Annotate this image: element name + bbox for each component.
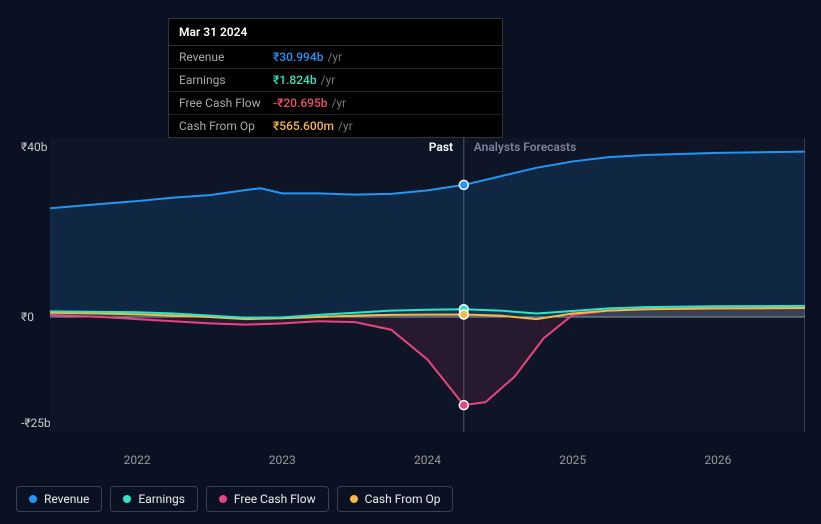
legend-item[interactable]: Cash From Op <box>337 486 454 512</box>
x-axis-label: 2023 <box>269 453 296 467</box>
forecast-label: Analysts Forecasts <box>474 140 576 154</box>
tooltip-row: Revenue₹30.994b/yr <box>169 46 502 69</box>
chart-area: ₹40b₹0-₹25b Past Analysts Forecasts 2022… <box>16 125 805 445</box>
x-axis-label: 2026 <box>704 453 731 467</box>
tooltip-date: Mar 31 2024 <box>169 19 502 46</box>
chart-plot[interactable]: Past Analysts Forecasts <box>50 138 805 432</box>
tooltip-metric-value: ₹565.600m <box>273 119 334 133</box>
tooltip-row: Free Cash Flow-₹20.695b/yr <box>169 92 502 115</box>
tooltip-metric-unit: /yr <box>327 50 342 64</box>
legend-item[interactable]: Revenue <box>16 486 102 512</box>
tooltip-metric-unit: /yr <box>338 119 353 133</box>
y-axis-label: ₹40b <box>21 140 47 154</box>
tooltip-metric-value: -₹20.695b <box>273 96 328 110</box>
hover-tooltip: Mar 31 2024 Revenue₹30.994b/yrEarnings₹1… <box>168 18 503 138</box>
legend-item[interactable]: Free Cash Flow <box>206 486 329 512</box>
tooltip-row: Earnings₹1.824b/yr <box>169 69 502 92</box>
legend-dot-icon <box>350 495 358 503</box>
tooltip-metric-value: ₹1.824b <box>273 73 317 87</box>
legend: Revenue Earnings Free Cash Flow Cash From O… <box>16 486 453 512</box>
tooltip-metric-label: Earnings <box>179 73 273 87</box>
tooltip-metric-label: Free Cash Flow <box>179 96 273 110</box>
tooltip-row: Cash From Op₹565.600m/yr <box>169 115 502 137</box>
legend-label: Revenue <box>44 492 89 506</box>
tooltip-metric-label: Revenue <box>179 50 273 64</box>
past-label: Past <box>429 140 453 154</box>
legend-label: Cash From Op <box>365 492 441 506</box>
tooltip-metric-value: ₹30.994b <box>273 50 323 64</box>
legend-item[interactable]: Earnings <box>110 486 198 512</box>
legend-dot-icon <box>29 495 37 503</box>
tooltip-metric-unit: /yr <box>321 73 336 87</box>
legend-dot-icon <box>123 495 131 503</box>
y-axis-label: ₹0 <box>21 310 34 324</box>
tooltip-metric-unit: /yr <box>332 96 347 110</box>
x-axis-label: 2024 <box>414 453 441 467</box>
legend-dot-icon <box>219 495 227 503</box>
tooltip-metric-label: Cash From Op <box>179 119 273 133</box>
legend-label: Earnings <box>138 492 185 506</box>
y-axis-label: -₹25b <box>21 416 51 430</box>
legend-label: Free Cash Flow <box>234 492 316 506</box>
x-axis-label: 2025 <box>559 453 586 467</box>
x-axis-label: 2022 <box>124 453 151 467</box>
